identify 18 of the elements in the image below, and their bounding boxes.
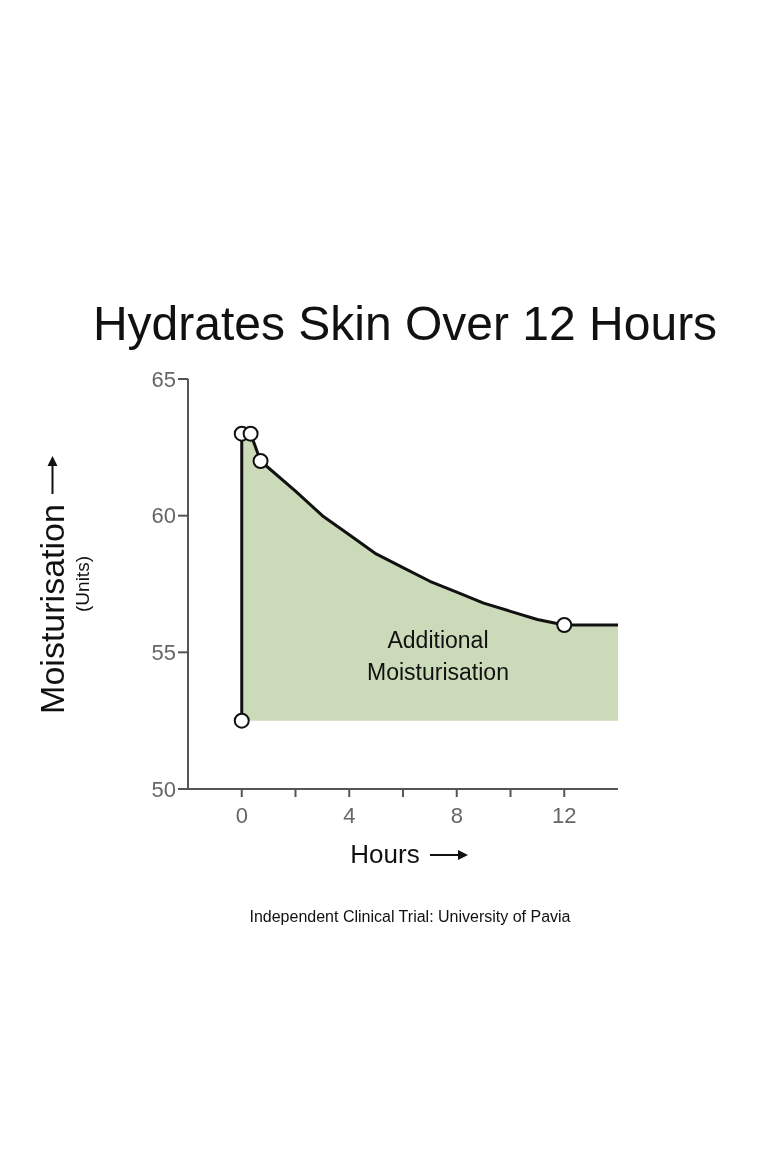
y-tick-label: 55 [151, 640, 176, 666]
x-tick-label: 12 [552, 802, 577, 828]
text: (Units) [71, 555, 94, 614]
x-tick-label: 8 [450, 802, 463, 828]
point [556, 617, 573, 633]
x-tick-label: 4 [343, 802, 356, 828]
x-axis-title: Hours [350, 839, 420, 870]
text: Independent Clinical Trial: University of Pavia [248, 908, 572, 926]
point [242, 425, 259, 442]
y-axis-title: Moisturisation [32, 504, 72, 714]
y-tick-label: 50 [151, 776, 176, 802]
point [233, 712, 250, 729]
annotation: Additional Moisturisation [366, 626, 510, 687]
x-tick-label: 0 [235, 802, 248, 828]
y-tick-label: 65 [151, 366, 176, 392]
point [252, 453, 269, 469]
chart-title: Hydrates Skin Over 12 Hours [91, 296, 719, 351]
y-tick-label: 60 [151, 503, 176, 529]
